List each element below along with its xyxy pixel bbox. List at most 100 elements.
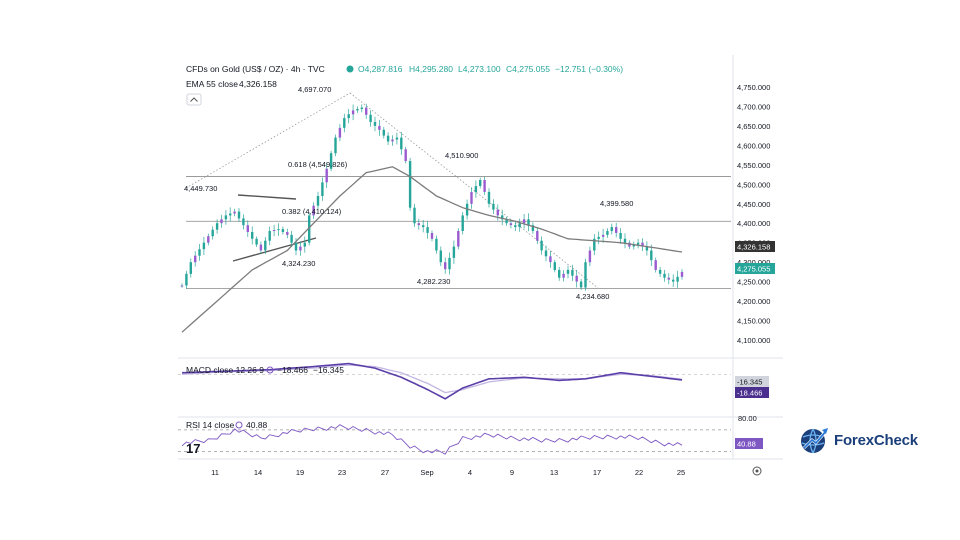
candle-body [505, 219, 508, 224]
candle [408, 157, 412, 211]
candle [338, 124, 342, 142]
annotation-swing-high: 4,449.730 [184, 184, 217, 193]
candle [680, 269, 684, 280]
candle-body [558, 269, 561, 278]
candle [347, 109, 350, 124]
candle [654, 257, 657, 273]
candle-body [321, 182, 324, 196]
candle-body [632, 244, 635, 247]
candle-body [207, 236, 210, 243]
candle [588, 246, 592, 267]
forexcheck-logo: ForexCheck [798, 424, 918, 456]
rsi-legend-label: RSI 14 close [186, 420, 234, 430]
candle-body [566, 269, 570, 274]
candle [321, 177, 324, 201]
candle [571, 264, 574, 281]
collapse-legend-button[interactable] [186, 93, 202, 106]
candle-body [680, 271, 684, 277]
candle-body [452, 246, 456, 258]
candle [558, 266, 561, 281]
candle-body [259, 244, 263, 251]
candle-body [487, 191, 491, 204]
rsi-legend-value: 40.88 [246, 420, 268, 430]
candle-body [549, 256, 552, 263]
candle-body [492, 203, 495, 210]
forexcheck-logo-text: ForexCheck [834, 431, 918, 449]
fib-anchor-line [185, 92, 351, 189]
candle-body [536, 231, 539, 241]
last-price-tag-text: 4,275.055 [737, 265, 770, 274]
candle-body [215, 223, 219, 230]
time-tick-label: 23 [338, 468, 346, 477]
rsi-pane [178, 424, 731, 455]
candle-body [400, 137, 403, 150]
candle [536, 227, 539, 245]
candle [404, 146, 407, 164]
time-axis[interactable]: 11 14 19 23 27 Sep 4 9 13 17 22 25 [211, 468, 685, 477]
time-tick-label: 19 [296, 468, 304, 477]
candle-body [593, 238, 596, 251]
candle [194, 251, 197, 267]
candle-body [483, 180, 486, 192]
candle [382, 127, 385, 139]
candle-body [268, 231, 271, 241]
price-tick-label: 4,100.000 [737, 336, 770, 345]
candle-body [386, 135, 390, 142]
macd-legend-value1: −18.466 [277, 365, 308, 375]
candle [650, 244, 653, 266]
candle [391, 135, 394, 146]
candle-body [663, 273, 666, 278]
candle [417, 218, 420, 230]
candle [308, 212, 311, 246]
price-tick-label: 4,600.000 [737, 141, 770, 150]
candle [198, 244, 201, 261]
candle-body [233, 211, 236, 214]
candle [215, 219, 219, 234]
fib-retrace-line [349, 92, 599, 289]
candle-body [290, 234, 293, 243]
candle [575, 269, 578, 288]
candle-body [562, 273, 565, 278]
candle [540, 236, 543, 255]
price-tick-label: 4,300.000 [737, 258, 770, 267]
candle-body [312, 205, 315, 216]
price-axis[interactable]: 4,750.000 4,700.000 4,650.000 4,600.000 4,55… [737, 83, 770, 345]
candle [636, 239, 640, 249]
time-tick-label: 9 [510, 468, 514, 477]
ema-legend-label: EMA 55 close [186, 79, 238, 89]
candle [632, 241, 635, 250]
time-tick-label: 22 [635, 468, 643, 477]
macd-settings-icon[interactable] [266, 366, 274, 374]
annotation-fib-618: 0.618 (4,549.826) [288, 160, 348, 169]
candle [202, 236, 206, 255]
price-tick-label: 4,450.000 [737, 200, 770, 209]
candle-body [676, 276, 679, 282]
candle-body [299, 246, 302, 251]
tradingview-logo[interactable]: 17 [186, 441, 200, 456]
candle [272, 224, 276, 237]
ema-price-tag [735, 241, 775, 252]
candle [566, 265, 570, 279]
candle [562, 270, 565, 282]
settings-gear-icon[interactable] [752, 466, 762, 476]
candle [373, 116, 377, 132]
candle [544, 245, 548, 262]
rsi-settings-icon[interactable] [235, 421, 243, 429]
ema-legend-value: 4,326.158 [239, 79, 277, 89]
candle-body [303, 242, 306, 247]
candle-body [198, 249, 201, 256]
triangle-upper-line [237, 194, 297, 200]
price-tick-label: 4,500.000 [737, 180, 770, 189]
candle-body [281, 229, 285, 232]
candle-body [461, 215, 464, 231]
market-status-dot [346, 65, 354, 73]
macd-line-tag-text: -18.466 [737, 389, 762, 398]
candle [522, 214, 526, 229]
candle [277, 223, 280, 236]
macd-signal-tag-text: -16.345 [737, 378, 762, 387]
candle-body [575, 275, 578, 282]
candle [619, 228, 622, 244]
candle [251, 226, 254, 245]
ohlc-open: O4,287.816 [358, 64, 403, 74]
candle-body [615, 227, 618, 233]
